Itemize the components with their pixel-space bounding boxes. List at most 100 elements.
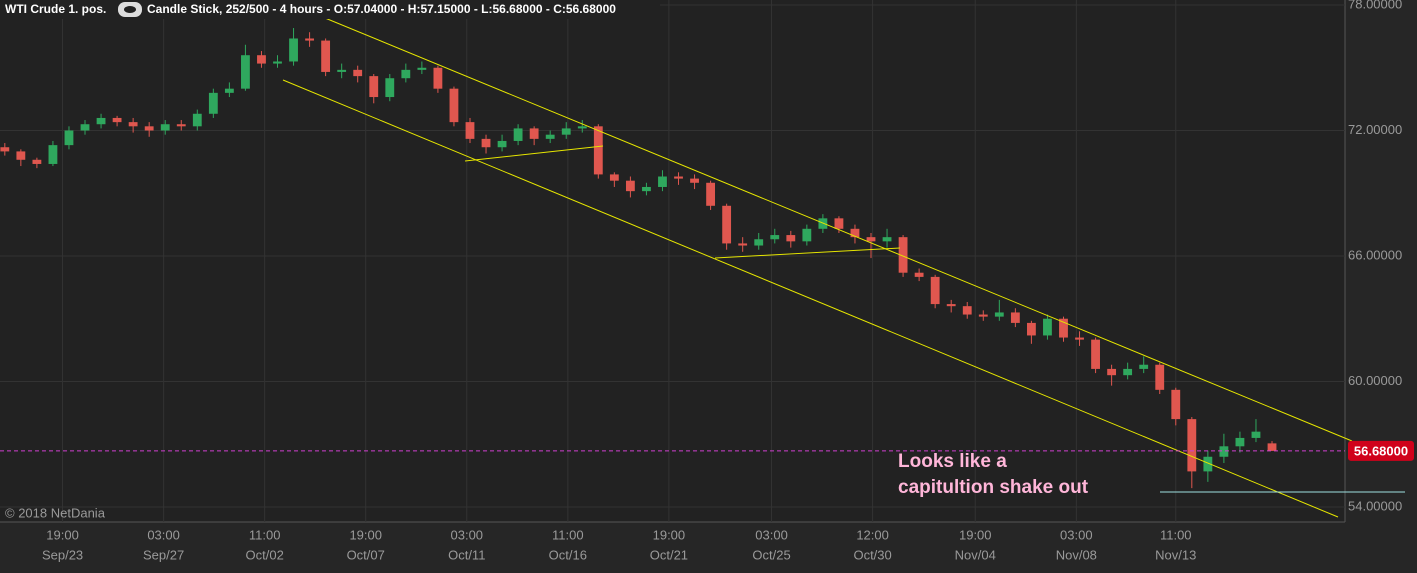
x-tick-label: 03:00 — [755, 527, 788, 542]
x-tick-label: 03:00 — [1060, 527, 1093, 542]
candle-body — [417, 67, 427, 70]
overlay: 56.68000 — [0, 440, 1414, 461]
candle-body — [1123, 368, 1133, 376]
candle-body — [1091, 339, 1100, 369]
candle-body — [0, 147, 10, 152]
x-tick-label: 03:00 — [147, 527, 180, 542]
x-tick-label: 11:00 — [249, 527, 281, 542]
grid — [0, 0, 1345, 522]
candle-body — [289, 38, 298, 62]
candle-body — [1107, 368, 1117, 376]
x-tick-date: Nov/08 — [1056, 547, 1097, 562]
candle-body — [465, 122, 475, 139]
candle-body — [176, 124, 186, 127]
candle-body — [898, 237, 908, 273]
candle-body — [946, 304, 956, 307]
x-tick-date: Nov/13 — [1155, 547, 1196, 562]
drawings — [282, 17, 1405, 518]
candle-body — [1203, 456, 1213, 472]
candle-body — [1010, 312, 1020, 323]
last-price-label: 56.68000 — [1354, 443, 1408, 458]
candle-body — [273, 61, 282, 64]
candle-body — [561, 128, 571, 135]
candle-body — [321, 40, 331, 72]
x-tick-date: Oct/02 — [246, 547, 284, 562]
x-tick-date: Oct/21 — [650, 547, 688, 562]
plot-area — [0, 0, 1345, 522]
candle-body — [625, 180, 635, 192]
header-bg — [0, 0, 660, 19]
x-tick-label: 11:00 — [1160, 527, 1192, 542]
candle-body — [433, 67, 443, 89]
x-tick-label: 03:00 — [451, 527, 484, 542]
candle-body — [48, 145, 58, 164]
x-tick-label: 19:00 — [959, 527, 992, 542]
candle-body — [1059, 318, 1068, 338]
instrument: WTI Crude 1. pos. — [5, 2, 106, 16]
x-tick-date: Oct/30 — [853, 547, 891, 562]
candle-body — [770, 235, 780, 240]
candle-body — [754, 239, 764, 246]
candle-body — [914, 272, 924, 277]
x-tick-date: Oct/16 — [549, 547, 587, 562]
candle-body — [32, 159, 42, 164]
candle-body — [962, 306, 972, 315]
x-tick-date: Sep/23 — [42, 547, 83, 562]
candle-body — [722, 205, 732, 244]
candle-body — [706, 182, 716, 206]
last-price-badge — [1348, 440, 1414, 461]
candle-body — [545, 134, 555, 139]
y-tick-label: 66.00000 — [1348, 247, 1402, 262]
candle-body — [160, 124, 170, 131]
candle-body — [449, 88, 459, 123]
x-axis-panel — [0, 522, 1345, 573]
y-tick-label: 72.00000 — [1348, 122, 1402, 137]
candle-body — [786, 235, 796, 242]
trend-line — [464, 145, 604, 162]
candle-body — [96, 117, 106, 125]
candle-body — [690, 178, 699, 183]
candle-body — [978, 314, 988, 317]
x-tick-label: 19:00 — [653, 527, 686, 542]
candle-body — [529, 128, 539, 139]
candle-body — [1043, 318, 1052, 336]
candle-body — [385, 78, 395, 98]
x-tick-label: 19:00 — [349, 527, 382, 542]
x-tick-date: Oct/11 — [448, 547, 485, 562]
candle-body — [208, 92, 218, 114]
y-tick-label: 60.00000 — [1348, 373, 1402, 388]
candle-body — [64, 130, 74, 146]
x-tick-label: 19:00 — [46, 527, 79, 542]
candle-body — [642, 186, 651, 192]
candle-body — [16, 151, 26, 160]
candle-body — [80, 124, 90, 131]
candle-body — [1026, 322, 1036, 336]
candle-body — [1075, 337, 1084, 340]
y-tick-label: 54.00000 — [1348, 498, 1402, 513]
candle-body — [834, 218, 844, 229]
y-axis-panel — [1345, 0, 1417, 573]
candle-body — [994, 312, 1004, 317]
x-tick-date: Oct/25 — [752, 547, 790, 562]
candle-body — [577, 126, 587, 129]
candle-body — [305, 38, 314, 41]
candle-body — [144, 126, 154, 131]
x-tick-date: Oct/07 — [347, 547, 385, 562]
candle-body — [882, 237, 892, 242]
candle-body — [128, 122, 138, 127]
x-tick-label: 12:00 — [856, 527, 889, 542]
candle-body — [369, 76, 379, 98]
candle-body — [513, 128, 523, 141]
candle-body — [353, 69, 363, 77]
candle-body — [609, 174, 619, 181]
channel-upper — [324, 17, 1353, 442]
candle-body — [1219, 446, 1229, 457]
trend-line — [714, 247, 901, 259]
y-tick-label: 78.00000 — [1348, 0, 1402, 11]
candle-body — [192, 113, 202, 127]
chart-subtitle: Candle Stick, 252/500 - 4 hours - O:57.0… — [147, 2, 616, 16]
copyright: © 2018 NetDania — [5, 505, 106, 520]
candle-body — [1171, 389, 1181, 420]
annotation: Looks like a — [898, 451, 1007, 472]
